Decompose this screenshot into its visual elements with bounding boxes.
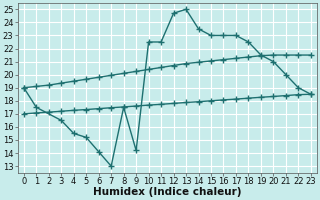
X-axis label: Humidex (Indice chaleur): Humidex (Indice chaleur) xyxy=(93,187,242,197)
